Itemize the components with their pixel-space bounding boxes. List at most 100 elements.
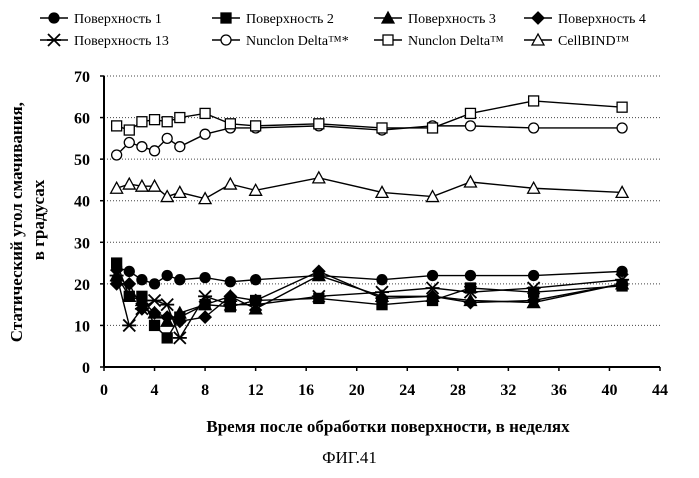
legend-label-4: Поверхность 4 — [558, 12, 646, 27]
legend-marker-5 — [47, 34, 61, 46]
legend-item-5: Поверхность 13 — [40, 34, 169, 49]
series-layer — [110, 96, 629, 344]
data-point-s8-2 — [123, 178, 135, 189]
legend-marker-2 — [221, 13, 231, 23]
data-point-s2-10 — [314, 293, 324, 303]
data-point-s4-13 — [464, 297, 476, 309]
legend-item-7: Nunclon Delta™ — [374, 34, 504, 49]
x-tick-label-4: 4 — [151, 382, 159, 399]
data-point-s2-5 — [162, 333, 172, 343]
data-point-s7-9 — [251, 121, 261, 131]
data-point-s6-3 — [137, 142, 147, 152]
legend-label-6: Nunclon Delta™* — [246, 34, 349, 49]
data-point-s6-4 — [150, 146, 160, 156]
data-point-s1-5 — [162, 271, 172, 281]
data-point-s7-12 — [428, 123, 438, 133]
data-point-s8-13 — [464, 176, 476, 187]
data-point-s5-6 — [173, 332, 187, 344]
series-line-1 — [117, 267, 622, 284]
data-point-s4-2 — [123, 278, 135, 290]
data-point-s5-2 — [122, 319, 136, 331]
y-tick-label-50: 50 — [74, 152, 90, 169]
x-tick-label-28: 28 — [450, 382, 466, 399]
data-point-s1-9 — [251, 275, 261, 285]
series-line-5 — [117, 276, 622, 338]
data-point-s6-7 — [200, 129, 210, 139]
legend-item-2: Поверхность 2 — [212, 12, 334, 27]
x-tick-label-0: 0 — [100, 382, 108, 399]
data-point-s7-4 — [150, 115, 160, 125]
x-tick-label-16: 16 — [298, 382, 314, 399]
series-8 — [111, 172, 628, 204]
data-point-s1-11 — [377, 275, 387, 285]
data-point-s6-5 — [162, 133, 172, 143]
data-point-s7-2 — [124, 125, 134, 135]
legend-marker-6 — [221, 35, 231, 45]
data-point-s1-12 — [428, 271, 438, 281]
y-tick-label-30: 30 — [74, 235, 90, 252]
data-point-s1-3 — [137, 275, 147, 285]
y-tick-label-40: 40 — [74, 194, 90, 211]
chart: Поверхность 1 Поверхность 2 Поверхность 3 П… — [0, 0, 699, 478]
legend-label-5: Поверхность 13 — [74, 34, 169, 49]
data-point-s7-11 — [377, 123, 387, 133]
legend-label-3: Поверхность 3 — [408, 12, 496, 27]
data-point-s1-13 — [465, 271, 475, 281]
series-line-8 — [117, 178, 622, 199]
legend-item-3: Поверхность 3 — [374, 12, 496, 27]
data-point-s7-5 — [162, 117, 172, 127]
y-axis-label-line-2: в градусах — [29, 179, 48, 260]
x-tick-label-20: 20 — [349, 382, 365, 399]
legend-item-1: Поверхность 1 — [40, 12, 162, 27]
figure-caption: ФИГ.41 — [0, 448, 699, 468]
data-point-s5-4 — [148, 294, 162, 306]
data-point-s1-6 — [175, 275, 185, 285]
y-tick-label-60: 60 — [74, 111, 90, 128]
y-axis-label: Статический угол смачивания, в градусах — [7, 98, 48, 342]
data-point-s1-14 — [529, 271, 539, 281]
legend-item-4: Поверхность 4 — [524, 12, 646, 27]
legend-label-1: Поверхность 1 — [74, 12, 162, 27]
data-point-s6-2 — [124, 138, 134, 148]
data-point-s2-1 — [112, 258, 122, 268]
data-point-s7-15 — [617, 102, 627, 112]
data-point-s7-7 — [200, 108, 210, 118]
series-5 — [110, 270, 629, 344]
y-tick-label-10: 10 — [74, 318, 90, 335]
data-point-s8-1 — [111, 182, 123, 193]
x-tick-label-36: 36 — [551, 382, 567, 399]
data-point-s1-7 — [200, 273, 210, 283]
legend: Поверхность 1 Поверхность 2 Поверхность 3 П… — [40, 12, 646, 49]
legend-label-8: CellBIND™ — [558, 34, 630, 49]
legend-marker-1 — [49, 13, 59, 23]
x-tick-label-8: 8 — [201, 382, 209, 399]
data-point-s7-10 — [314, 119, 324, 129]
data-point-s6-13 — [465, 121, 475, 131]
data-point-s6-14 — [529, 123, 539, 133]
legend-label-2: Поверхность 2 — [246, 12, 334, 27]
data-point-s1-8 — [225, 277, 235, 287]
y-tick-label-20: 20 — [74, 277, 90, 294]
data-point-s6-15 — [617, 123, 627, 133]
data-point-s7-14 — [529, 96, 539, 106]
axes — [104, 76, 660, 367]
legend-item-8: CellBIND™ — [524, 34, 630, 49]
data-point-s1-15 — [617, 266, 627, 276]
y-tick-label-0: 0 — [82, 360, 90, 377]
grid-lines — [104, 76, 660, 325]
data-point-s2-4 — [150, 320, 160, 330]
x-tick-label-32: 32 — [500, 382, 516, 399]
data-point-s8-10 — [313, 172, 325, 183]
data-point-s1-4 — [150, 279, 160, 289]
data-point-s7-3 — [137, 117, 147, 127]
data-point-s6-1 — [112, 150, 122, 160]
y-axis-label-line-1: Статический угол смачивания, — [7, 102, 26, 342]
y-tick-label-70: 70 — [74, 69, 90, 86]
legend-item-6: Nunclon Delta™* — [212, 34, 349, 49]
series-2 — [112, 258, 627, 343]
x-tick-label-12: 12 — [248, 382, 264, 399]
series-line-7 — [117, 101, 622, 130]
data-point-s6-6 — [175, 142, 185, 152]
series-1 — [112, 262, 627, 289]
data-point-s8-6 — [174, 186, 186, 197]
